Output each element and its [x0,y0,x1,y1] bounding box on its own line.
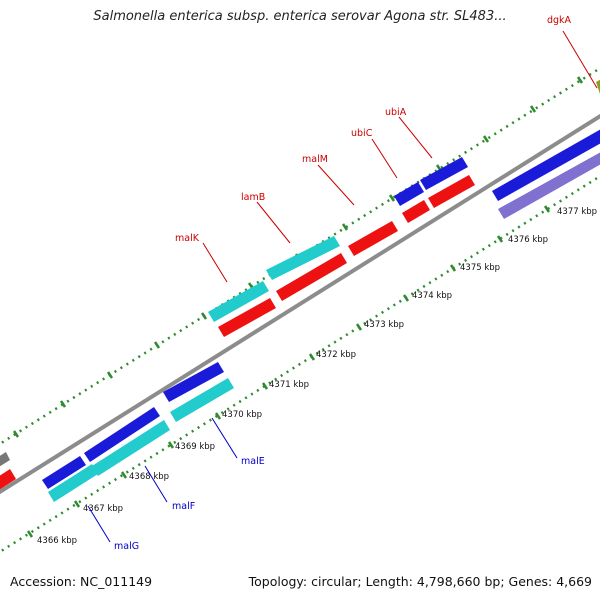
red-feature [0,469,16,490]
gene-label-dgkA: dgkA [547,15,572,26]
red-feature [428,175,475,208]
kbp-label: 4375 kbp [460,263,500,273]
red-feature [276,253,347,301]
cyan-feature [48,464,98,502]
gene-label-ubiA: ubiA [385,107,407,118]
kbp-label: 4376 kbp [508,235,548,245]
gene-label-malK: malK [175,233,200,244]
blue-feature [394,182,424,206]
backbone-line [0,113,600,495]
gene-label-malM: malM [302,154,328,165]
cyan-feature [92,420,170,476]
kbp-label: 4372 kbp [316,350,356,360]
bottom-label-lines [87,417,238,543]
gene-label-malG: malG [114,541,139,552]
gray-feature [0,452,10,467]
gene-label-malF: malF [172,501,195,512]
accession-text: Accession: NC_011149 [10,574,153,589]
blue-feature [163,362,224,402]
kbp-label: 4377 kbp [557,207,597,217]
gene-label-malE: malE [241,456,265,467]
blue-feature [492,129,600,201]
red-feature [218,298,276,337]
cyan-feature [170,378,234,422]
blue-feature [42,456,86,489]
kbp-label: 4371 kbp [269,380,309,390]
top-label-lines [202,30,598,283]
ruler-lower [0,174,600,554]
upper-major-ticks [12,76,584,438]
olive-feature [596,79,600,94]
kbp-label: 4368 kbp [129,472,169,482]
cyan-feature [208,281,269,322]
blue-feature [84,407,160,462]
kbp-label: 4373 kbp [364,320,404,330]
red-feature [402,200,430,223]
cyan-feature [266,236,340,280]
purple-feature [498,152,600,219]
kbp-label: 4374 kbp [412,291,452,301]
kbp-label: 4369 kbp [175,442,215,452]
lower-major-ticks [26,205,551,538]
gene-label-lamB: lamB [241,192,265,203]
genome-summary-text: Topology: circular; Length: 4,798,660 bp… [248,574,592,589]
kbp-label: 4366 kbp [37,536,77,546]
blue-feature [420,157,468,190]
kbp-label: 4367 kbp [83,504,123,514]
kbp-label: 4370 kbp [222,410,262,420]
gene-label-ubiC: ubiC [351,128,373,139]
red-feature [348,221,398,256]
genome-title: Salmonella enterica subsp. enterica sero… [93,9,507,24]
